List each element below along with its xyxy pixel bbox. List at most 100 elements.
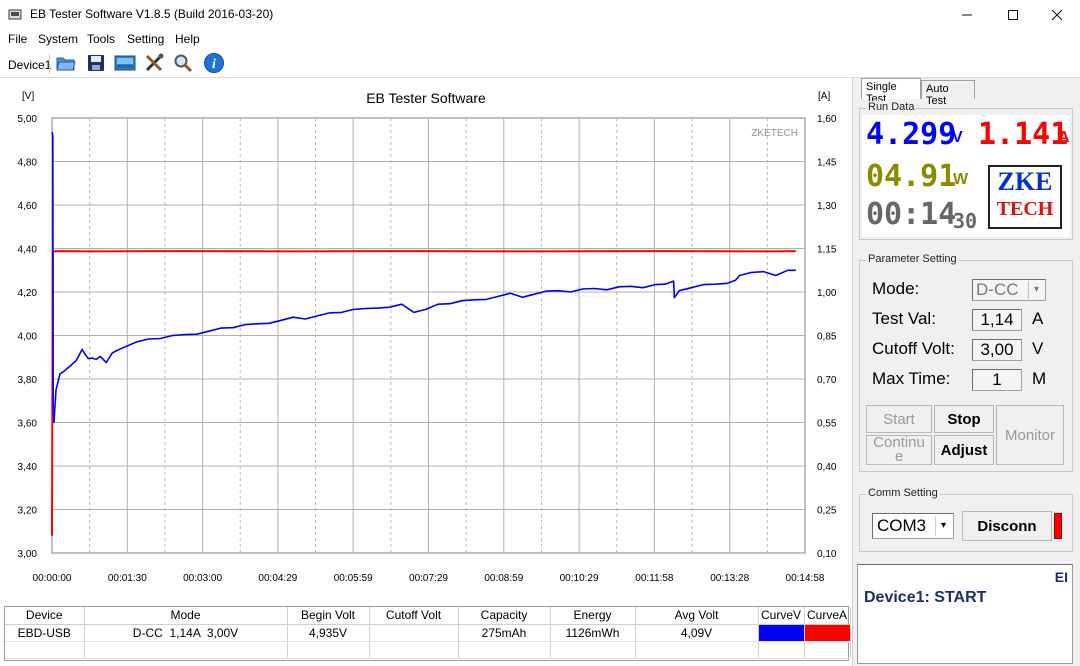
max-time-label: Max Time: <box>872 369 951 388</box>
cutoff-volt-label: Cutoff Volt: <box>872 339 955 358</box>
continue-button[interactable]: Continu e <box>866 435 932 465</box>
test-val-unit: A <box>1032 309 1044 328</box>
cell-avg-volt: 4,09V <box>635 624 759 642</box>
y-left-tick-label: 3,60 <box>18 419 38 430</box>
voltage-readout: 4.299 <box>866 117 957 152</box>
x-tick-label: 00:11:58 <box>635 573 674 584</box>
x-tick-label: 00:08:59 <box>484 573 523 584</box>
y-right-tick-label: 0,25 <box>817 506 837 517</box>
cell-energy: 1126mWh <box>550 624 636 642</box>
connection-status-indicator <box>1054 513 1062 539</box>
close-icon <box>1051 9 1063 21</box>
cell-curve-a-swatch[interactable] <box>804 624 851 642</box>
logo-line-2: TECH <box>996 198 1054 220</box>
menu-system[interactable]: System <box>38 32 79 46</box>
menu-setting[interactable]: Setting <box>127 32 165 46</box>
device-selector[interactable]: Device1 <box>8 58 52 72</box>
max-time-input[interactable]: 1 <box>972 369 1022 391</box>
app-icon <box>8 9 22 20</box>
toolbar: Device1 i <box>0 49 1080 78</box>
header-device: Device <box>5 607 85 625</box>
status-panel: EI Device1: START <box>857 564 1073 664</box>
com-port-select[interactable]: COM3 ▾ <box>872 513 954 539</box>
y-right-tick-label: 1,30 <box>817 201 837 212</box>
maximize-icon <box>1008 10 1018 20</box>
cell-curve-v-swatch[interactable] <box>758 624 805 642</box>
disconnect-button[interactable]: Disconn <box>962 511 1052 541</box>
y-left-tick-label: 3,20 <box>18 506 38 517</box>
chart-title: EB Tester Software <box>366 90 486 106</box>
info-button[interactable]: i <box>203 52 225 74</box>
y-axis-right-unit: [A] <box>818 91 830 102</box>
menu-tools[interactable]: Tools <box>87 32 116 46</box>
comm-setting-title: Comm Setting <box>866 487 940 499</box>
stop-button[interactable]: Stop <box>934 405 994 433</box>
maximize-button[interactable] <box>990 0 1036 30</box>
y-right-tick-label: 1,00 <box>817 288 837 299</box>
screenshot-icon <box>114 55 136 71</box>
cell-cutoff-volt <box>369 624 459 642</box>
run-data-title: Run Data <box>866 101 917 113</box>
table-row <box>5 641 851 659</box>
y-left-tick-label: 3,80 <box>18 375 38 386</box>
status-corner-text: EI <box>1054 569 1068 585</box>
header-avg-volt: Avg Volt <box>635 607 759 625</box>
search-button[interactable] <box>173 52 195 74</box>
menu-bar: File System Tools Setting Help <box>0 30 1080 49</box>
y-right-tick-label: 0,55 <box>817 419 837 430</box>
monitor-button[interactable]: Monitor <box>996 405 1064 465</box>
y-right-tick-label: 0,40 <box>817 462 837 473</box>
toolbar-separator <box>49 54 50 74</box>
results-table: Device Mode Begin Volt Cutoff Volt Capac… <box>4 606 851 661</box>
open-button[interactable] <box>55 52 77 74</box>
tools-button[interactable] <box>144 52 166 74</box>
minimize-icon <box>962 14 972 16</box>
cutoff-volt-input[interactable]: 3,00 <box>972 339 1022 361</box>
mode-value: D-CC <box>976 280 1019 299</box>
y-right-tick-label: 0,10 <box>817 549 837 560</box>
x-tick-label: 00:04:29 <box>258 573 297 584</box>
zketech-logo: ZKE TECH <box>988 165 1062 229</box>
table-header-row: Device Mode Begin Volt Cutoff Volt Capac… <box>5 607 851 625</box>
current-readout: 1.141 <box>978 117 1069 152</box>
table-row[interactable]: EBD-USB D-CC 1,14A 3,00V 4,935V 275mAh 1… <box>5 624 851 642</box>
header-mode: Mode <box>84 607 288 625</box>
title-bar: EB Tester Software V1.8.5 (Build 2016-03… <box>0 0 1080 30</box>
tab-single-test[interactable]: Single Test <box>861 78 921 105</box>
parameter-setting-title: Parameter Setting <box>866 253 959 265</box>
screenshot-button[interactable] <box>114 52 136 74</box>
elapsed-seconds-readout: 30 <box>953 209 978 233</box>
cell-begin-volt: 4,935V <box>287 624 370 642</box>
y-left-tick-label: 4,20 <box>18 288 38 299</box>
x-tick-label: 00:05:59 <box>334 573 373 584</box>
menu-help[interactable]: Help <box>175 32 200 46</box>
test-val-label: Test Val: <box>872 309 936 328</box>
header-begin-volt: Begin Volt <box>287 607 370 625</box>
y-left-tick-label: 4,80 <box>18 158 38 169</box>
y-right-tick-label: 1,60 <box>817 114 837 125</box>
cell-device: EBD-USB <box>5 624 85 642</box>
save-button[interactable] <box>85 52 107 74</box>
comm-setting-group: Comm Setting COM3 ▾ Disconn <box>859 487 1073 552</box>
window-title: EB Tester Software V1.8.5 (Build 2016-03… <box>30 7 274 21</box>
menu-file[interactable]: File <box>8 32 28 46</box>
tab-auto-test[interactable]: Auto Test <box>921 80 975 107</box>
mode-select[interactable]: D-CC ▾ <box>972 279 1046 301</box>
current-unit: A <box>1058 129 1070 146</box>
run-data-group: Run Data 4.299 V 1.141 A 04.91 W 00:14 3… <box>859 101 1073 240</box>
com-port-value: COM3 <box>877 516 927 535</box>
start-button[interactable]: Start <box>866 405 932 433</box>
x-tick-label: 00:14:58 <box>786 573 825 584</box>
x-tick-label: 00:00:00 <box>33 573 72 584</box>
cell-mode: D-CC 1,14A 3,00V <box>84 624 288 642</box>
minimize-button[interactable] <box>944 0 990 30</box>
x-tick-label: 00:01:30 <box>108 573 147 584</box>
y-axis-left-unit: [V] <box>22 91 34 102</box>
status-message: Device1: START <box>864 589 987 606</box>
adjust-button[interactable]: Adjust <box>934 435 994 465</box>
search-icon <box>174 54 193 73</box>
close-button[interactable] <box>1034 0 1080 30</box>
y-right-tick-label: 0,85 <box>817 332 837 343</box>
test-val-input[interactable]: 1,14 <box>972 309 1022 331</box>
power-readout: 04.91 <box>866 159 957 194</box>
